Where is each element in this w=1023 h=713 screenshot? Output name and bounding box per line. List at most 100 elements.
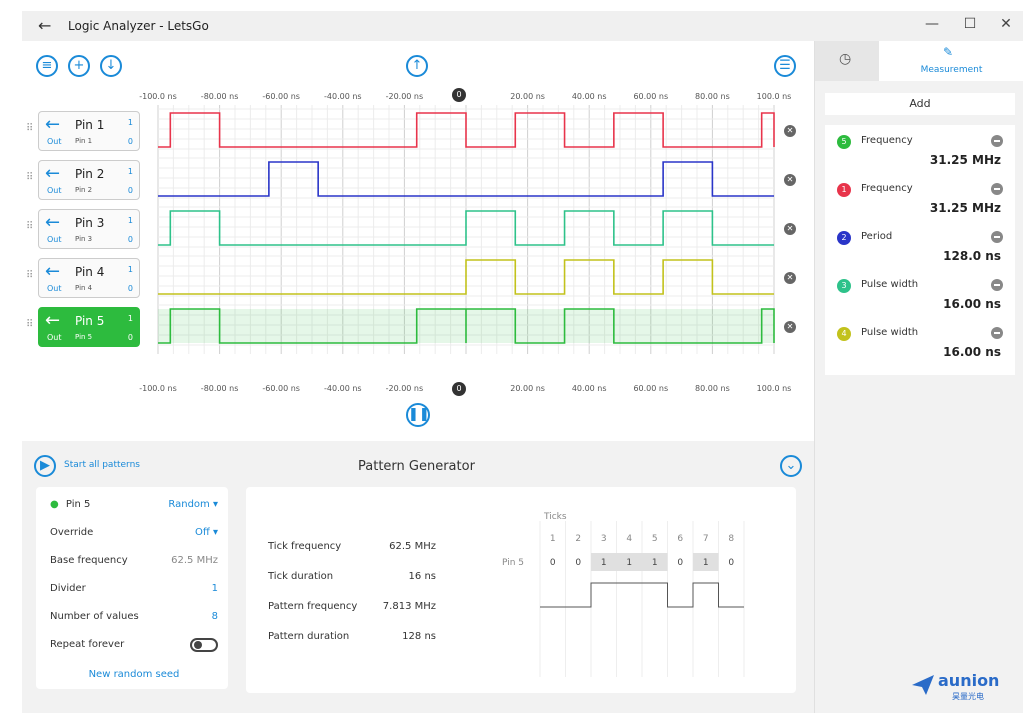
tick-bit[interactable]: 0 — [677, 558, 683, 568]
time-tick: -60.00 ns — [262, 92, 300, 101]
menu-icon[interactable]: ≡ — [36, 55, 58, 77]
pin-name: Pin 1 — [75, 118, 105, 132]
tick-number: 2 — [575, 534, 581, 544]
drag-handle-icon[interactable]: ⠿ — [26, 270, 34, 281]
remove-measurement-icon[interactable] — [991, 279, 1003, 291]
tick-number: 3 — [601, 534, 607, 544]
cursor-handle-bottom[interactable]: 0 — [452, 382, 466, 396]
signal-trace — [158, 259, 774, 295]
remove-pin-icon[interactable]: ✕ — [784, 125, 796, 137]
measurement-value: 16.00 ns — [943, 345, 1001, 359]
play-icon[interactable]: ▶ — [34, 455, 56, 477]
base-frequency-value: 62.5 MHz — [171, 555, 218, 566]
add-measurement-button[interactable]: Add — [825, 93, 1015, 115]
new-random-seed-button[interactable]: New random seed — [88, 669, 180, 680]
waveform-grid — [157, 105, 775, 354]
tick-number: 6 — [677, 534, 683, 544]
cursor-handle-top[interactable]: 0 — [452, 88, 466, 102]
tick-cell-high[interactable] — [616, 553, 643, 571]
ruler-icon: ✎ — [943, 45, 954, 59]
time-tick: -20.00 ns — [385, 384, 424, 393]
cloud-upload-icon[interactable]: ↑ — [406, 55, 428, 77]
tick-table: Ticks Pin 5 1 0 2 0 3 1 4 1 5 1 6 0 7 1 8 0 — [502, 512, 745, 677]
mode-select[interactable]: Random ▾ — [168, 499, 218, 510]
tick-cell-high[interactable] — [693, 553, 719, 571]
tick-bit[interactable]: 0 — [550, 558, 556, 568]
signal-trace — [158, 161, 774, 197]
tab-measurement[interactable]: ✎ Measurement — [879, 41, 1023, 81]
number-of-values-input[interactable]: 8 — [211, 611, 218, 622]
app-window: ← Logic Analyzer - LetsGo — ☐ ✕ ≡ + ↓ ↑ … — [22, 11, 1023, 713]
measurement-name: Frequency — [861, 183, 913, 194]
pin-direction: Out — [47, 137, 62, 146]
tick-bit[interactable]: 0 — [728, 558, 734, 568]
measurement-value: 128.0 ns — [943, 249, 1001, 263]
measurement-item: 1 Frequency 31.25 MHz — [825, 173, 1015, 221]
remove-measurement-icon[interactable] — [991, 183, 1003, 195]
pin-label[interactable]: ← Pin 2 Out Pin 2 1 0 — [38, 160, 140, 200]
channel-badge: 1 — [837, 183, 851, 197]
pause-icon[interactable]: ❚❚ — [406, 403, 430, 427]
toggle-knob — [194, 641, 202, 649]
remove-pin-icon[interactable]: ✕ — [784, 321, 796, 333]
pin-label[interactable]: ← Pin 4 Out Pin 4 1 0 — [38, 258, 140, 298]
tick-bit[interactable]: 1 — [601, 558, 607, 568]
minimize-button[interactable]: — — [925, 16, 939, 32]
collapse-chevron-icon[interactable]: ⌄ — [780, 455, 802, 477]
remove-pin-icon[interactable]: ✕ — [784, 272, 796, 284]
tick-info-label: Tick duration — [268, 571, 334, 582]
signal-trace — [158, 210, 774, 246]
paper-plane-icon — [912, 675, 934, 695]
tick-info-card: Tick frequency 62.5 MHz Tick duration 16 ns… — [246, 487, 796, 693]
start-all-patterns-link[interactable]: Start all patterns — [64, 460, 140, 470]
time-tick: 60.00 ns — [633, 92, 669, 101]
drag-handle-icon[interactable]: ⠿ — [26, 123, 34, 134]
tick-bit[interactable]: 0 — [575, 558, 581, 568]
tab-timer[interactable]: ◷ — [815, 41, 879, 81]
tick-bit[interactable]: 1 — [626, 558, 632, 568]
time-tick: -40.00 ns — [324, 92, 362, 101]
time-tick: 100.0 ns — [756, 92, 792, 101]
drag-handle-icon[interactable]: ⠿ — [26, 172, 34, 183]
pattern-waveform — [540, 582, 744, 608]
maximize-button[interactable]: ☐ — [963, 16, 977, 32]
time-tick: -80.00 ns — [200, 384, 239, 393]
drag-handle-icon[interactable]: ⠿ — [26, 221, 34, 232]
repeat-forever-toggle[interactable] — [190, 638, 218, 652]
channel-badge: 3 — [837, 279, 851, 293]
tab-measurement-label: Measurement — [920, 65, 983, 75]
back-arrow-icon[interactable]: ← — [38, 16, 52, 35]
drag-handle-icon[interactable]: ⠿ — [26, 319, 34, 330]
sort-icon[interactable]: ↓ — [100, 55, 122, 77]
pattern-generator-title: Pattern Generator — [358, 459, 475, 474]
override-select[interactable]: Off ▾ — [195, 527, 218, 538]
remove-measurement-icon[interactable] — [991, 327, 1003, 339]
tick-number: 1 — [550, 534, 556, 544]
pin-direction: Out — [47, 186, 62, 195]
close-button[interactable]: ✕ — [1000, 16, 1012, 32]
tick-bit[interactable]: 1 — [703, 558, 709, 568]
pin-label[interactable]: ← Pin 3 Out Pin 3 1 0 — [38, 209, 140, 249]
channel-badge: 5 — [837, 135, 851, 149]
pattern-generator-panel: ▶ Start all patterns Pattern Generator ⌄… — [22, 441, 814, 713]
settings-sliders-icon[interactable]: ☰ — [774, 55, 796, 77]
pin-sub-label: Pin 1 — [75, 137, 93, 145]
pin-sub-label: Pin 2 — [75, 186, 93, 194]
add-icon[interactable]: + — [68, 55, 90, 77]
aunion-logo: aunion 昊量光电 — [912, 671, 1012, 705]
pin-sub-label: Pin 3 — [75, 235, 93, 243]
remove-measurement-icon[interactable] — [991, 231, 1003, 243]
tick-cell-high[interactable] — [591, 553, 617, 571]
tick-cell-high[interactable] — [642, 553, 668, 571]
pin-label[interactable]: ← Pin 5 Out Pin 5 1 0 — [38, 307, 140, 347]
divider-input[interactable]: 1 — [211, 583, 218, 594]
remove-pin-icon[interactable]: ✕ — [784, 223, 796, 235]
override-value: Off — [195, 527, 210, 538]
pin-label[interactable]: ← Pin 1 Out Pin 1 1 0 — [38, 111, 140, 151]
time-tick: 40.00 ns — [571, 92, 607, 101]
remove-pin-icon[interactable]: ✕ — [784, 174, 796, 186]
pin-low-level: 0 — [127, 137, 133, 146]
tick-bit[interactable]: 1 — [652, 558, 658, 568]
measurement-value: 16.00 ns — [943, 297, 1001, 311]
remove-measurement-icon[interactable] — [991, 135, 1003, 147]
